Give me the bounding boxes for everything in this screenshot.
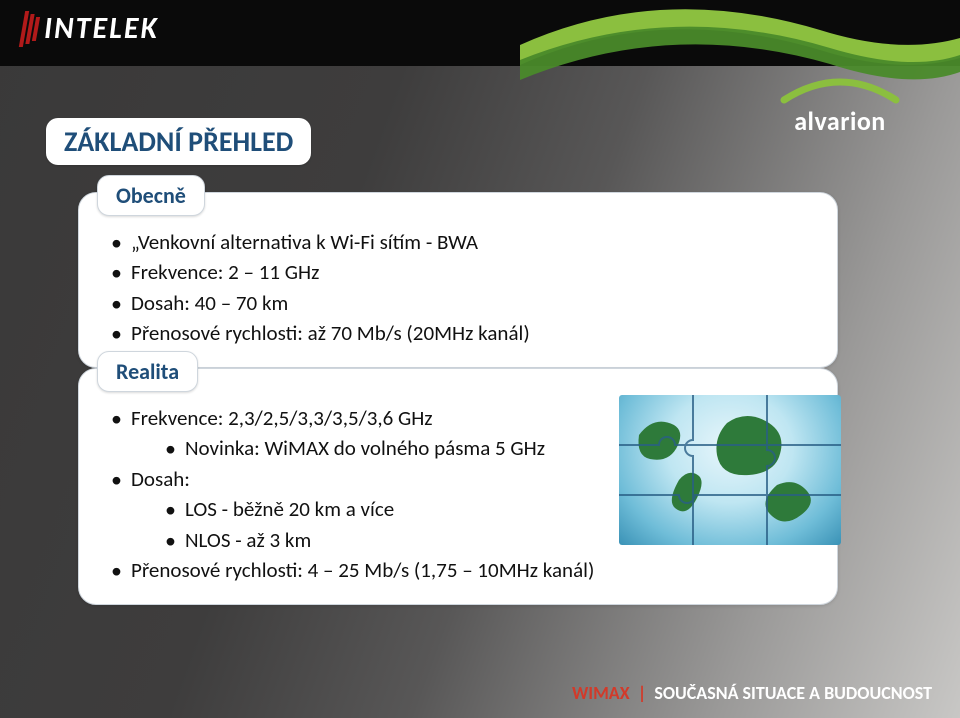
slide-title-badge: ZÁKLADNÍ PŘEHLED — [46, 118, 311, 165]
list-item-text: Dosah: — [131, 466, 190, 492]
footer: WIMAX | SOUČASNÁ SITUACE A BUDOUCNOST — [572, 682, 932, 704]
section-tag-label: Realita — [116, 358, 179, 385]
intelek-logo-bars — [19, 11, 41, 47]
section-tag: Obecně — [97, 175, 205, 216]
list-item: Frekvence: 2 – 11 GHz — [109, 257, 813, 287]
section-tag: Realita — [97, 351, 198, 392]
intelek-logo: INTELEK — [22, 10, 159, 47]
section-realita: Realita Frekvence: 2,3/2,5/3,3/3,5/3,6 G… — [78, 368, 838, 605]
bullet-list: „Venkovní alternativa k Wi-Fi sítím - BW… — [109, 227, 813, 349]
section-tag-label: Obecně — [116, 182, 186, 209]
footer-brand: WIMAX — [572, 682, 630, 704]
slide-title: ZÁKLADNÍ PŘEHLED — [64, 124, 293, 159]
list-item: Dosah: 40 – 70 km — [109, 288, 813, 318]
intelek-logo-text: INTELEK — [44, 10, 159, 47]
slide: INTELEK alvarion ZÁKLADNÍ PŘEHLED Obecně… — [0, 0, 960, 718]
alvarion-arc-icon — [780, 78, 900, 104]
list-item: Přenosové rychlosti: 4 – 25 Mb/s (1,75 –… — [109, 555, 813, 585]
list-item: Přenosové rychlosti: až 70 Mb/s (20MHz k… — [109, 318, 813, 348]
alvarion-logo: alvarion — [780, 78, 900, 137]
footer-separator: | — [634, 682, 651, 704]
list-item-text: Frekvence: 2,3/2,5/3,3/3,5/3,6 GHz — [131, 405, 433, 431]
list-item: „Venkovní alternativa k Wi-Fi sítím - BW… — [109, 227, 813, 257]
world-puzzle-icon — [619, 395, 841, 545]
alvarion-logo-text: alvarion — [780, 105, 900, 137]
world-puzzle-image — [619, 395, 841, 545]
footer-subtitle: SOUČASNÁ SITUACE A BUDOUCNOST — [654, 682, 932, 704]
section-obecne: Obecně „Venkovní alternativa k Wi-Fi sít… — [78, 192, 838, 368]
